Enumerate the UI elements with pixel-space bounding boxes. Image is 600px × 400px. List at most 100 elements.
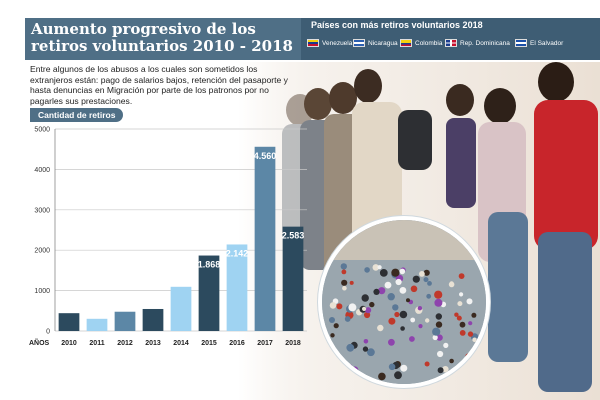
crowd-person xyxy=(423,277,429,283)
crowd-person xyxy=(425,318,430,323)
colombia-flag-icon xyxy=(400,39,412,47)
crowd-person xyxy=(329,302,337,309)
crowd-person xyxy=(432,334,438,341)
bar-value-label: 441 xyxy=(61,276,76,286)
crowd-person xyxy=(406,298,410,303)
bar-2013 xyxy=(142,308,164,331)
crowd-person xyxy=(434,298,443,307)
crowd-person xyxy=(364,311,371,319)
crowd-person xyxy=(409,336,415,342)
crowd-person xyxy=(459,321,466,328)
bar-value-label: 4.560 xyxy=(254,151,277,161)
crowd-person xyxy=(395,278,402,286)
crowd-person xyxy=(435,321,443,328)
crowd-person xyxy=(361,294,369,302)
crowd-person xyxy=(457,301,463,307)
y-tick-label: 0 xyxy=(46,329,50,336)
legend-item-venezuela: Venezuela xyxy=(307,39,352,47)
crowd-person xyxy=(362,346,369,352)
countries-legend: Países con más retiros voluntarios 2018 … xyxy=(301,18,600,60)
x-tick-label: 2018 xyxy=(285,340,301,347)
x-tick-label: 2014 xyxy=(173,340,189,347)
crowd-person xyxy=(372,264,380,271)
legend-label: Venezuela xyxy=(322,39,353,47)
crowd-person xyxy=(348,303,357,312)
bar-value-label: 2.142 xyxy=(226,248,249,258)
bar-value-label: 477 xyxy=(117,276,132,286)
bar-value-label: 545 xyxy=(145,276,160,286)
crowd-person xyxy=(443,342,449,348)
y-tick-label: 1000 xyxy=(34,288,50,295)
crowd-person xyxy=(377,265,382,270)
crowd-person xyxy=(466,298,473,305)
crowd-person xyxy=(437,350,444,358)
bar-value-label: 2.583 xyxy=(282,231,305,241)
bar-2018 xyxy=(282,226,304,331)
crowd-person xyxy=(378,372,386,381)
legend-item-colombia: Colombia xyxy=(400,39,442,47)
y-tick-label: 2000 xyxy=(34,248,50,255)
crowd-person xyxy=(418,324,423,329)
crowd-person xyxy=(458,273,465,279)
intro-text: Entre algunos de los abusos a los cuales… xyxy=(30,64,288,106)
crowd-person xyxy=(388,338,395,346)
retiros-bar-chart: 0 1000 2000 3000 4000 5000 441 2010 302 2011 477 20… xyxy=(29,127,307,347)
crowd-person xyxy=(399,287,407,294)
x-tick-label: 2013 xyxy=(145,340,161,347)
crowd-person xyxy=(399,268,406,275)
crowd-person xyxy=(454,312,459,317)
crowd-person xyxy=(435,313,442,320)
crowd-person xyxy=(349,280,354,285)
crowd-person xyxy=(340,263,347,270)
crowd-person xyxy=(432,327,441,336)
crowd-person xyxy=(459,330,466,336)
crowd-person xyxy=(391,268,400,277)
crowd-person xyxy=(423,269,430,276)
crowd-person xyxy=(394,371,402,380)
bar-value-label: 1.868 xyxy=(198,260,221,270)
bar-value-label: 302 xyxy=(89,276,104,286)
crowd-person xyxy=(459,292,464,297)
crowd-person xyxy=(365,307,372,314)
legend-label: Rep. Dominicana xyxy=(460,39,510,47)
crowd-person xyxy=(377,324,384,332)
airport-crowd-illustration xyxy=(322,220,486,384)
crowd-person xyxy=(424,361,430,367)
crowd-person xyxy=(437,367,444,374)
legend-item-dominican-republic: Rep. Dominicana xyxy=(445,39,510,47)
crowd-person xyxy=(472,337,477,343)
crowd-person xyxy=(341,269,347,275)
crowd-person xyxy=(367,348,375,357)
crowd-person xyxy=(400,326,405,331)
crowd-person xyxy=(448,281,455,288)
crowd-person xyxy=(442,366,449,373)
el-salvador-flag-icon xyxy=(515,39,527,47)
legend-label: Colombia xyxy=(415,39,443,47)
crowd-person xyxy=(410,317,416,323)
legend-item-el-salvador: El Salvador xyxy=(515,39,563,47)
crowd-person xyxy=(369,301,375,308)
crowd-person xyxy=(449,358,454,364)
crowd-person xyxy=(330,333,335,338)
crowd-person xyxy=(412,275,420,283)
crowd-person xyxy=(426,293,432,299)
infographic-title: Aumento progresivo de los retiros volunt… xyxy=(31,20,293,55)
bar-2012 xyxy=(114,311,136,331)
crowd-person xyxy=(333,323,339,329)
crowd-person xyxy=(384,281,392,289)
crowd-person xyxy=(417,306,423,311)
bar-2010 xyxy=(58,313,80,331)
crowd-person xyxy=(427,281,432,286)
dominican-republic-flag-icon xyxy=(445,39,457,47)
crowd-person xyxy=(363,339,369,344)
x-tick-label: 2010 xyxy=(61,340,77,347)
crowd-person xyxy=(346,343,355,352)
bar-2015 xyxy=(198,255,220,331)
legend-label: Nicaragua xyxy=(368,39,398,47)
y-tick-label: 4000 xyxy=(34,167,50,174)
x-axis-label: AÑOS xyxy=(29,338,50,347)
crowd-person xyxy=(467,331,474,337)
y-tick-label: 5000 xyxy=(34,127,50,134)
crowd-person xyxy=(410,285,418,293)
